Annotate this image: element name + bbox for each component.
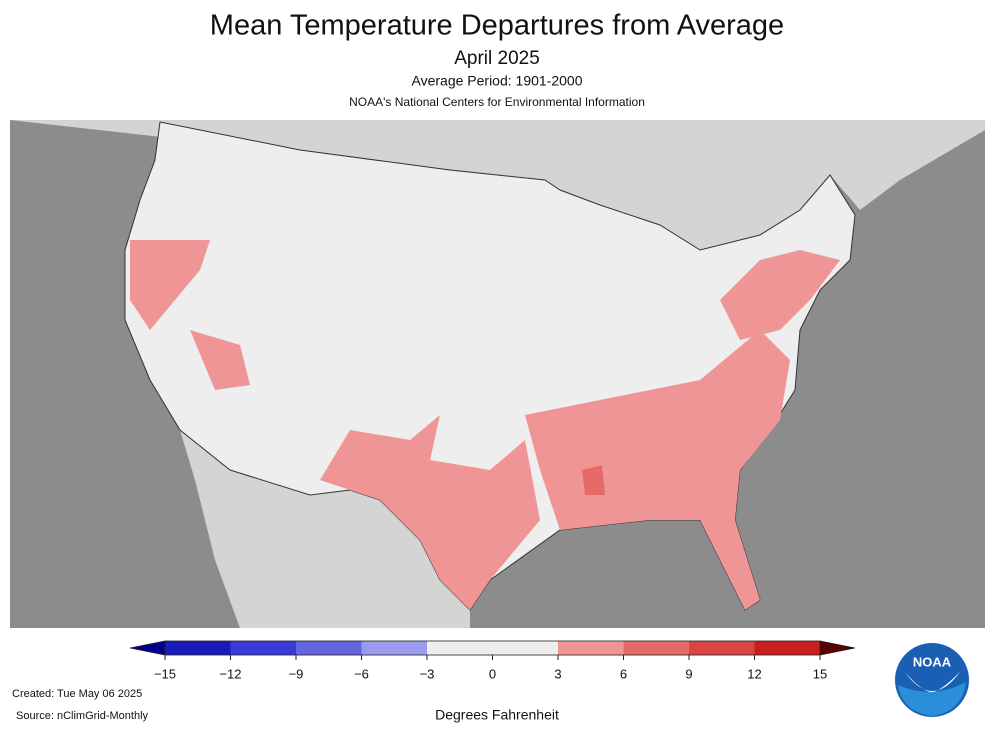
colorbar-tick-label: 3 — [554, 666, 561, 681]
colorbar-tick-label: −9 — [289, 666, 304, 681]
title: Mean Temperature Departures from Average — [210, 10, 784, 42]
colorbar-tick-label: −6 — [354, 666, 369, 681]
colorbar-under — [129, 640, 166, 656]
colorbar-bin — [361, 641, 427, 655]
warm-region-texas — [320, 415, 540, 610]
source: Source: nClimGrid-Monthly — [16, 710, 149, 722]
warm-region-nevada — [190, 330, 250, 390]
colorbar-tick-label: 9 — [685, 666, 692, 681]
colorbar-bin — [427, 641, 493, 655]
hot-spot — [582, 465, 605, 495]
colorbar: −15 −12 −9 −6 −3 0 3 6 9 12 15 — [129, 640, 856, 681]
period: Average Period: 1901-2000 — [412, 73, 583, 89]
warm-region-northeast — [720, 250, 840, 340]
colorbar-bin — [165, 641, 231, 655]
colorbar-tick-label: 12 — [747, 666, 761, 681]
organization: NOAA's National Centers for Environmenta… — [349, 95, 645, 109]
colorbar-label: Degrees Fahrenheit — [435, 707, 559, 723]
colorbar-tick-label: 6 — [620, 666, 627, 681]
colorbar-bin — [558, 641, 624, 655]
canada — [10, 120, 985, 250]
colorbar-tick-label: −15 — [154, 666, 176, 681]
colorbar-tick-label: 15 — [813, 666, 827, 681]
subtitle: April 2025 — [454, 48, 540, 69]
map — [10, 120, 985, 628]
logo: NOAA — [895, 643, 969, 717]
logo-wave — [898, 682, 966, 716]
colorbar-tick-label: −12 — [219, 666, 241, 681]
logo-text: NOAA — [913, 654, 952, 669]
colorbar-tick-label: −3 — [420, 666, 435, 681]
colorbar-bin — [296, 641, 362, 655]
colorbar-tick-label: 0 — [489, 666, 496, 681]
warm-region-southeast — [525, 330, 790, 610]
colorbar-bin — [754, 641, 820, 655]
colorbar-bin — [623, 641, 689, 655]
colorbar-bin — [230, 641, 296, 655]
colorbar-over — [819, 640, 856, 656]
colorbar-bin — [689, 641, 755, 655]
mexico — [180, 430, 470, 628]
warm-region-west — [130, 240, 210, 330]
created: Created: Tue May 06 2025 — [12, 688, 142, 700]
colorbar-bin — [492, 641, 558, 655]
